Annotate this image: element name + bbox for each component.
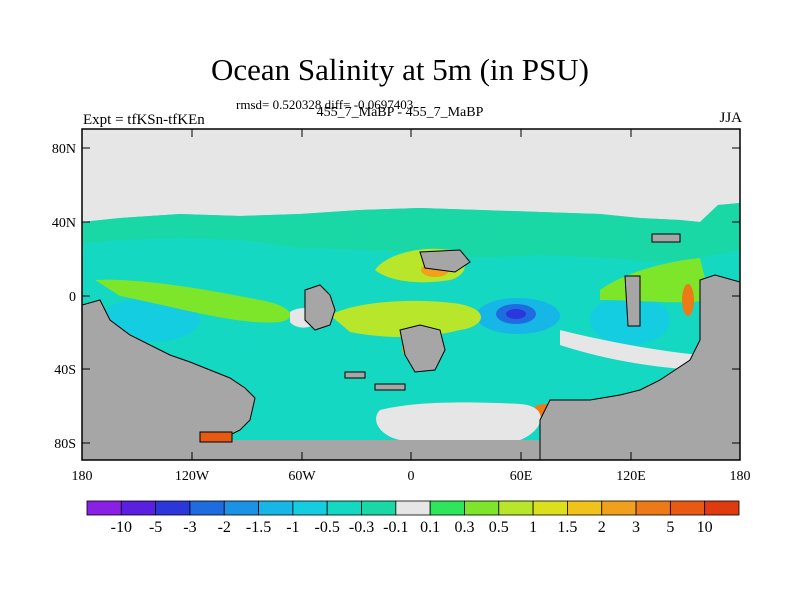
lat-tick-label: 80S [54,437,76,452]
lon-tick-label: 60E [510,469,533,484]
season-label: JJA [719,110,742,126]
lat-tick-label: 40S [54,363,76,378]
colorbar-label: 1 [529,519,537,536]
colorbar-label: 2 [598,519,606,536]
colorbar-label: -1.5 [246,519,271,536]
colorbar-swatch [361,500,397,516]
colorbar-label: 1.5 [557,519,577,536]
colorbar-label: -0.5 [315,519,340,536]
colorbar-swatch [498,500,534,516]
comparison-label: 455_7_MaBP - 455_7_MaBP [316,105,484,120]
colorbar-label: 3 [632,519,640,536]
colorbar-labels: -10 -5 -3 -2 -1.5 -1 -0.5 -0.3 -0.1 0.1 0.3 0.5 1 1.5… [111,519,713,536]
lat-tick-label: 40N [52,216,76,231]
lon-tick-label: 60W [288,469,316,484]
colorbar-swatch [258,500,294,516]
colorbar-swatch [86,500,122,516]
colorbar-swatch [292,500,328,516]
stats-label: rmsd= 0.520328 diff= -0.0697403 [236,97,414,112]
colorbar-label: 5 [666,519,674,536]
lon-tick-label: 180 [730,469,751,484]
colorbar-swatch [601,500,637,516]
plot-title: Ocean Salinity at 5m (in PSU) [211,52,589,87]
colorbar-label: -3 [183,519,196,536]
lon-tick-label: 120E [616,469,646,484]
colorbar-swatch [532,500,568,516]
colorbar-label: 10 [697,519,713,536]
colorbar-swatch [567,500,603,516]
colorbar-swatch [429,500,465,516]
lon-tick-label: 0 [408,469,415,484]
colorbar-swatch [223,500,259,516]
colorbar-label: -2 [218,519,231,536]
experiment-label: Expt = tfKSn-tfKEn [83,112,205,128]
colorbar-label: 0.3 [454,519,474,536]
colorbar-swatch [704,500,740,516]
map-field [82,129,740,460]
lat-tick-label: 80N [52,142,76,157]
colorbar-swatch [155,500,191,516]
lat-tick-label: 0 [69,290,76,305]
lon-tick-label: 180 [72,469,93,484]
colorbar [86,500,740,516]
colorbar-label: -1 [286,519,299,536]
colorbar-swatch [669,500,706,516]
colorbar-label: -0.3 [349,519,374,536]
colorbar-swatch [120,500,157,516]
longitude-axis: 180 120W 60W 0 60E 120E 180 [72,129,751,484]
latitude-axis: 80N 40N 0 40S 80S [52,142,740,452]
colorbar-label: -5 [149,519,162,536]
colorbar-swatch [395,500,431,516]
colorbar-label: 0.5 [489,519,509,536]
colorbar-label: -0.1 [383,519,408,536]
colorbar-swatch [464,500,500,516]
colorbar-label: 0.1 [420,519,440,536]
lon-tick-label: 120W [175,469,210,484]
colorbar-label: -10 [111,519,132,536]
colorbar-swatch [326,500,362,516]
colorbar-swatch [635,500,671,516]
colorbar-swatch [189,500,225,516]
